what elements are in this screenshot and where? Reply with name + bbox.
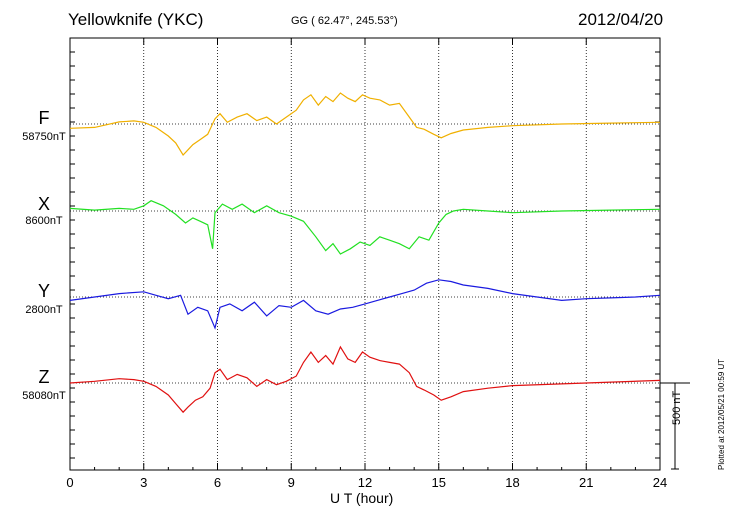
x-tick-label: 12 <box>358 475 372 490</box>
x-tick-label: 6 <box>214 475 221 490</box>
series-label-x: X <box>37 194 50 214</box>
x-axis-label: U T (hour) <box>330 490 394 506</box>
series-label-f: F <box>38 108 50 128</box>
x-tick-label: 0 <box>66 475 73 490</box>
station-title: Yellowknife (YKC) <box>68 10 204 29</box>
x-tick-label: 15 <box>432 475 446 490</box>
x-tick-label: 9 <box>288 475 295 490</box>
series-line-z <box>69 345 661 414</box>
series-baseline-z: 58080nT <box>22 390 66 402</box>
series-baseline-x: 8600nT <box>25 215 63 227</box>
scale-bar-label: 500 nT <box>671 390 683 425</box>
x-tick-label: 21 <box>579 475 593 490</box>
coordinates-label: GG ( 62.47°, 245.53°) <box>291 15 398 27</box>
x-tick-label: 3 <box>140 475 147 490</box>
series-baseline-f: 58750nT <box>22 131 66 143</box>
series-label-y: Y <box>37 281 50 301</box>
series-label-z: Z <box>38 367 50 387</box>
x-tick-label: 18 <box>505 475 519 490</box>
series-line-x <box>69 200 661 255</box>
series-baseline-y: 2800nT <box>25 304 63 316</box>
series-line-y <box>69 279 661 330</box>
x-tick-label: 24 <box>653 475 667 490</box>
plotted-timestamp: Plotted at 2012/05/21 00:59 UT <box>717 358 726 470</box>
date-label: 2012/04/20 <box>578 10 664 29</box>
series-line-f <box>69 92 661 156</box>
